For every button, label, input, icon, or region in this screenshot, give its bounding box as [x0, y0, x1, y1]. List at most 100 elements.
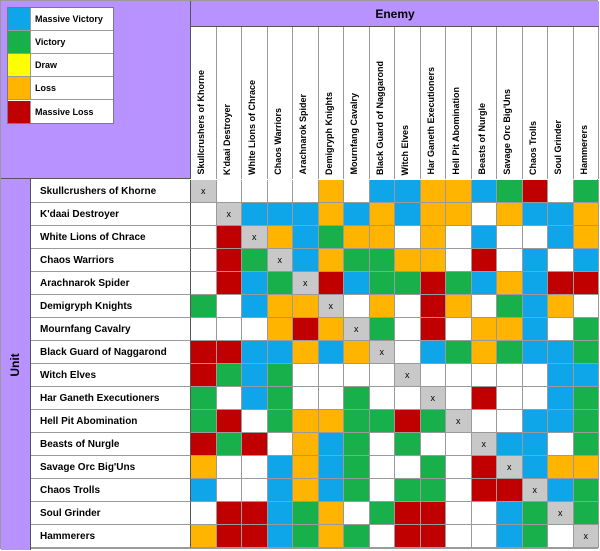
- matchup-cell: [267, 479, 293, 502]
- matchup-cell: [191, 410, 217, 433]
- matchup-cell: [446, 456, 472, 479]
- row-header: Chaos Warriors: [31, 249, 191, 272]
- matchup-cell: [522, 180, 548, 203]
- row-header: Mournfang Cavalry: [31, 318, 191, 341]
- matchup-cell: [242, 180, 268, 203]
- matchup-cell: x: [267, 249, 293, 272]
- matchup-cell: [267, 226, 293, 249]
- matchup-cell: [242, 364, 268, 387]
- row-header: Witch Elves: [31, 364, 191, 387]
- matchup-cell: [548, 479, 574, 502]
- matchup-cell: [216, 341, 242, 364]
- matchup-cell: [191, 295, 217, 318]
- row-header: Soul Grinder: [31, 502, 191, 525]
- column-header-label: Savage Orc Big'Uns: [502, 89, 512, 175]
- matchup-cell: [420, 180, 446, 203]
- matchup-cell: [318, 456, 344, 479]
- matchup-cell: [395, 295, 421, 318]
- matchup-cell: [573, 226, 599, 249]
- column-header: Arachnarok Spider: [293, 27, 319, 179]
- matchup-cell: [369, 479, 395, 502]
- row-header: Demigryph Knights: [31, 295, 191, 318]
- matchup-cell: [471, 364, 497, 387]
- matchup-cell: [522, 226, 548, 249]
- matchup-cell: [446, 502, 472, 525]
- matchup-cell: [446, 525, 472, 548]
- matchup-cell: [548, 525, 574, 548]
- matchup-cell: [497, 479, 523, 502]
- matchup-cell: [267, 502, 293, 525]
- matchup-cell: [242, 318, 268, 341]
- row-header: White Lions of Chrace: [31, 226, 191, 249]
- legend-swatch: [8, 77, 31, 99]
- matchup-cell: [318, 433, 344, 456]
- row-header: Hammerers: [31, 525, 191, 548]
- column-header: Har Ganeth Executioners: [420, 27, 446, 179]
- matchup-cell: [293, 525, 319, 548]
- matchup-cell: [344, 525, 370, 548]
- matchup-cell: [395, 226, 421, 249]
- matchup-cell: [395, 387, 421, 410]
- matchup-cell: [471, 295, 497, 318]
- legend-label: Loss: [35, 83, 57, 93]
- matchup-cell: [293, 502, 319, 525]
- legend-panel: Massive Victory Victory Draw Loss Massive Lo…: [1, 1, 191, 179]
- matchup-cell: [497, 502, 523, 525]
- matchup-cell: [191, 479, 217, 502]
- matchup-cell: [573, 433, 599, 456]
- column-header: Chaos Warriors: [267, 27, 293, 179]
- matchup-cell: [293, 364, 319, 387]
- matchup-cell: [446, 249, 472, 272]
- matchup-cell: [471, 387, 497, 410]
- matchup-cell: [191, 318, 217, 341]
- column-header: Soul Grinder: [548, 27, 574, 179]
- matchup-cell: [191, 433, 217, 456]
- matchup-cell: [471, 456, 497, 479]
- matchup-cell: [216, 364, 242, 387]
- matchup-cell: [395, 525, 421, 548]
- matchup-cell: [344, 387, 370, 410]
- column-header-label: Har Ganeth Executioners: [425, 67, 436, 175]
- matchup-cell: [191, 364, 217, 387]
- matchup-cell: [318, 502, 344, 525]
- matchup-cell: [446, 318, 472, 341]
- matchup-cell: [318, 226, 344, 249]
- matchup-cell: [522, 387, 548, 410]
- row-header: Hell Pit Abomination: [31, 410, 191, 433]
- matchup-cell: [344, 226, 370, 249]
- legend-label: Massive Loss: [35, 106, 94, 117]
- matchup-cell: [573, 410, 599, 433]
- matchup-cell: [267, 272, 293, 295]
- column-header-label: Arachnarok Spider: [298, 94, 308, 175]
- matchup-cell: [497, 318, 523, 341]
- matchup-cell: [522, 295, 548, 318]
- matchup-cell: [267, 410, 293, 433]
- matchup-cell: [344, 203, 370, 226]
- column-header-label: Skullcrushers of Khorne: [196, 70, 206, 175]
- column-header-label: Hammerers: [578, 125, 589, 175]
- matchup-cell: [573, 479, 599, 502]
- matchup-cell: [216, 180, 242, 203]
- unit-header: Unit: [1, 179, 31, 550]
- matchup-cell: [242, 387, 268, 410]
- matchup-cell: [344, 180, 370, 203]
- matchup-cell: [369, 318, 395, 341]
- matchup-cell: [573, 387, 599, 410]
- matchup-cell: x: [497, 456, 523, 479]
- matchup-cell: [369, 410, 395, 433]
- matchup-cell: [573, 272, 599, 295]
- legend-swatch: [8, 8, 31, 30]
- matchup-cell: [573, 456, 599, 479]
- matchup-cell: [293, 249, 319, 272]
- matchup-cell: [267, 525, 293, 548]
- matchup-cell: [216, 410, 242, 433]
- matchup-cell: [548, 341, 574, 364]
- matchup-cell: [369, 249, 395, 272]
- matchup-cell: [471, 502, 497, 525]
- matchup-cell: [471, 410, 497, 433]
- matchup-cell: [548, 272, 574, 295]
- matchup-cell: [344, 272, 370, 295]
- matchup-cell: [242, 502, 268, 525]
- matchup-cell: [369, 364, 395, 387]
- matchup-cell: [318, 364, 344, 387]
